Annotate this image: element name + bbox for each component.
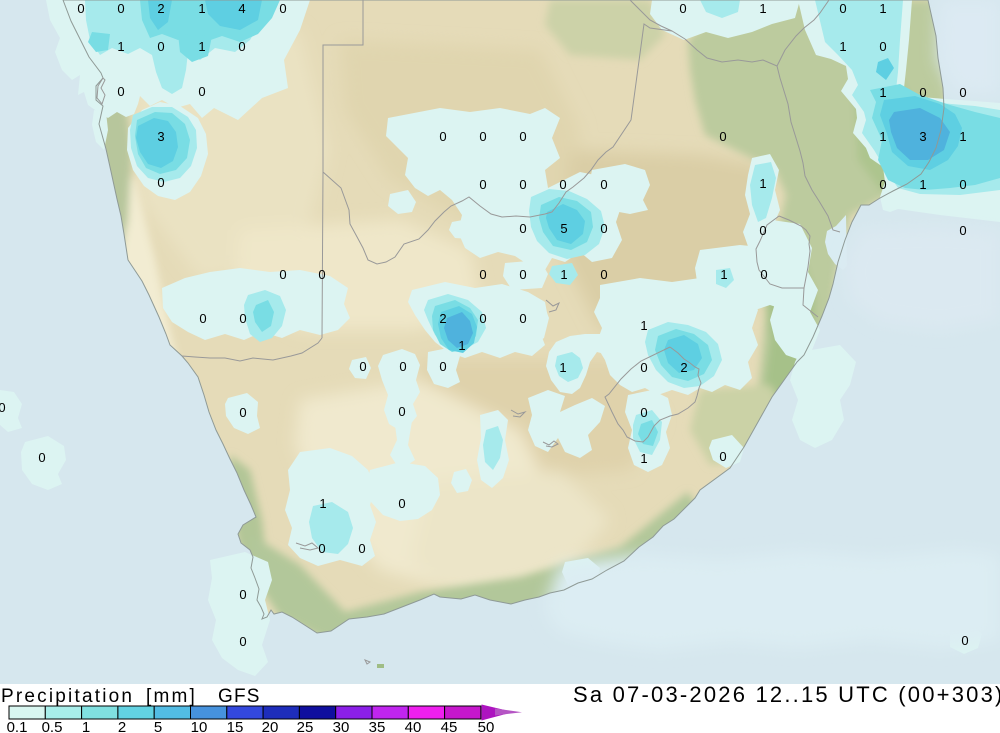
- svg-text:5: 5: [560, 221, 567, 236]
- svg-text:15: 15: [227, 719, 244, 733]
- svg-text:1: 1: [839, 39, 846, 54]
- svg-text:0: 0: [479, 267, 486, 282]
- svg-text:1: 1: [319, 496, 326, 511]
- svg-text:45: 45: [441, 719, 458, 733]
- svg-text:0: 0: [157, 175, 164, 190]
- svg-text:0: 0: [239, 587, 246, 602]
- svg-text:0: 0: [198, 84, 205, 99]
- svg-text:0: 0: [559, 177, 566, 192]
- svg-text:25: 25: [297, 719, 314, 733]
- svg-text:0: 0: [839, 1, 846, 16]
- svg-text:0: 0: [479, 129, 486, 144]
- svg-text:0: 0: [879, 39, 886, 54]
- svg-text:0: 0: [919, 85, 926, 100]
- svg-text:1: 1: [640, 318, 647, 333]
- svg-text:3: 3: [919, 129, 926, 144]
- svg-text:1: 1: [117, 39, 124, 54]
- svg-text:0: 0: [439, 129, 446, 144]
- svg-text:0: 0: [600, 177, 607, 192]
- svg-text:GFS: GFS: [218, 686, 261, 707]
- svg-text:0: 0: [760, 267, 767, 282]
- svg-text:0: 0: [959, 85, 966, 100]
- svg-text:0: 0: [959, 223, 966, 238]
- svg-text:0: 0: [719, 129, 726, 144]
- svg-text:50: 50: [478, 719, 495, 733]
- svg-text:0: 0: [279, 267, 286, 282]
- svg-text:4: 4: [238, 1, 245, 16]
- svg-text:Sa 07-03-2026 12..15 UTC (00+3: Sa 07-03-2026 12..15 UTC (00+303): [573, 682, 1000, 707]
- svg-text:3: 3: [157, 129, 164, 144]
- svg-text:1: 1: [879, 85, 886, 100]
- svg-text:1: 1: [720, 267, 727, 282]
- svg-text:20: 20: [262, 719, 279, 733]
- svg-text:2: 2: [118, 719, 126, 733]
- svg-text:1: 1: [959, 129, 966, 144]
- svg-text:1: 1: [198, 1, 205, 16]
- svg-text:0: 0: [157, 39, 164, 54]
- svg-text:0: 0: [439, 359, 446, 374]
- svg-text:0: 0: [519, 129, 526, 144]
- svg-text:0: 0: [359, 359, 366, 374]
- svg-text:0: 0: [38, 450, 45, 465]
- svg-text:0: 0: [199, 311, 206, 326]
- svg-text:1: 1: [560, 267, 567, 282]
- svg-text:5: 5: [154, 719, 162, 733]
- svg-text:1: 1: [82, 719, 90, 733]
- svg-text:0: 0: [398, 496, 405, 511]
- svg-text:30: 30: [333, 719, 350, 733]
- svg-text:0: 0: [77, 1, 84, 16]
- svg-text:0: 0: [519, 221, 526, 236]
- svg-text:2: 2: [157, 1, 164, 16]
- svg-text:0: 0: [961, 633, 968, 648]
- svg-text:1: 1: [759, 1, 766, 16]
- svg-text:2: 2: [439, 311, 446, 326]
- svg-text:0: 0: [238, 39, 245, 54]
- svg-text:0: 0: [399, 359, 406, 374]
- svg-text:0: 0: [318, 541, 325, 556]
- svg-text:0: 0: [959, 177, 966, 192]
- svg-text:0: 0: [117, 1, 124, 16]
- svg-text:1: 1: [640, 451, 647, 466]
- svg-text:0: 0: [600, 221, 607, 236]
- svg-text:1: 1: [879, 129, 886, 144]
- svg-text:1: 1: [919, 177, 926, 192]
- svg-text:0: 0: [239, 405, 246, 420]
- svg-text:1: 1: [879, 1, 886, 16]
- svg-text:0: 0: [759, 223, 766, 238]
- svg-text:1: 1: [559, 360, 566, 375]
- svg-text:0: 0: [519, 311, 526, 326]
- svg-text:1: 1: [759, 176, 766, 191]
- svg-text:1: 1: [458, 338, 465, 353]
- svg-text:0: 0: [879, 177, 886, 192]
- svg-text:10: 10: [191, 719, 208, 733]
- svg-text:Precipitation: Precipitation: [1, 686, 134, 707]
- svg-text:0: 0: [318, 267, 325, 282]
- svg-text:0: 0: [117, 84, 124, 99]
- svg-text:0: 0: [600, 267, 607, 282]
- svg-text:0.1: 0.1: [7, 719, 28, 733]
- svg-text:35: 35: [369, 719, 386, 733]
- svg-text:0: 0: [519, 177, 526, 192]
- svg-text:0: 0: [239, 311, 246, 326]
- svg-text:0.5: 0.5: [42, 719, 63, 733]
- svg-text:0: 0: [519, 267, 526, 282]
- svg-text:0: 0: [239, 634, 246, 649]
- svg-text:1: 1: [198, 39, 205, 54]
- svg-text:0: 0: [0, 400, 6, 415]
- svg-text:[mm]: [mm]: [146, 686, 197, 707]
- svg-text:2: 2: [680, 360, 687, 375]
- svg-text:0: 0: [279, 1, 286, 16]
- svg-text:0: 0: [358, 541, 365, 556]
- svg-text:0: 0: [479, 177, 486, 192]
- svg-text:0: 0: [398, 404, 405, 419]
- svg-text:0: 0: [640, 360, 647, 375]
- svg-text:0: 0: [719, 449, 726, 464]
- svg-text:0: 0: [679, 1, 686, 16]
- svg-text:40: 40: [405, 719, 422, 733]
- svg-text:0: 0: [640, 405, 647, 420]
- svg-text:0: 0: [479, 311, 486, 326]
